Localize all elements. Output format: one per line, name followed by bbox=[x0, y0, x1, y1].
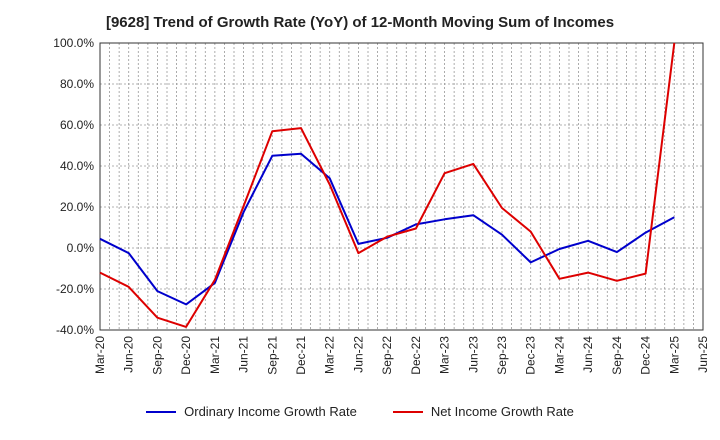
x-tick-label: Sep-21 bbox=[265, 336, 279, 375]
legend-swatch-ordinary bbox=[146, 410, 177, 413]
x-tick-label: Jun-21 bbox=[237, 336, 251, 373]
x-tick-label: Sep-22 bbox=[380, 336, 394, 375]
x-tick-label: Mar-24 bbox=[552, 336, 566, 374]
x-tick-label: Dec-21 bbox=[294, 336, 308, 375]
x-tick-label: Jun-20 bbox=[122, 336, 136, 373]
x-tick-label: Mar-22 bbox=[323, 336, 337, 374]
legend-item-ordinary: Ordinary Income Growth Rate bbox=[146, 404, 357, 419]
x-tick-label: Jun-24 bbox=[581, 336, 595, 373]
x-tick-label: Mar-25 bbox=[667, 336, 681, 374]
legend-swatch-net bbox=[392, 410, 423, 413]
x-tick-label: Mar-23 bbox=[438, 336, 452, 374]
legend-item-net: Net Income Growth Rate bbox=[392, 404, 574, 419]
x-tick-label: Mar-20 bbox=[93, 336, 107, 374]
chart-legend: Ordinary Income Growth Rate Net Income G… bbox=[0, 404, 720, 419]
x-tick-label: Dec-24 bbox=[639, 336, 653, 375]
x-tick-label: Sep-24 bbox=[610, 336, 624, 375]
chart-title: [9628] Trend of Growth Rate (YoY) of 12-… bbox=[105, 14, 615, 31]
x-tick-label: Jun-23 bbox=[466, 336, 480, 373]
y-tick-label: -20.0% bbox=[56, 282, 94, 296]
legend-label-net: Net Income Growth Rate bbox=[430, 404, 574, 419]
y-tick-label: 0.0% bbox=[67, 241, 95, 255]
x-tick-label: Jun-22 bbox=[351, 336, 365, 373]
x-tick-label: Dec-22 bbox=[409, 336, 423, 375]
legend-label-ordinary: Ordinary Income Growth Rate bbox=[184, 404, 357, 419]
x-tick-label: Dec-23 bbox=[524, 336, 538, 375]
y-tick-label: 40.0% bbox=[60, 159, 94, 173]
y-tick-label: 80.0% bbox=[60, 77, 94, 91]
x-tick-label: Sep-23 bbox=[495, 336, 509, 375]
y-tick-label: 60.0% bbox=[60, 118, 94, 132]
plot-frame bbox=[99, 42, 704, 331]
y-tick-label: 100.0% bbox=[53, 36, 94, 50]
y-tick-label: -40.0% bbox=[56, 323, 94, 337]
x-tick-label: Mar-21 bbox=[208, 336, 222, 374]
x-tick-label: Jun-25 bbox=[696, 336, 710, 373]
x-tick-label: Sep-20 bbox=[150, 336, 164, 375]
y-tick-label: 20.0% bbox=[60, 200, 94, 214]
x-tick-label: Dec-20 bbox=[179, 336, 193, 375]
